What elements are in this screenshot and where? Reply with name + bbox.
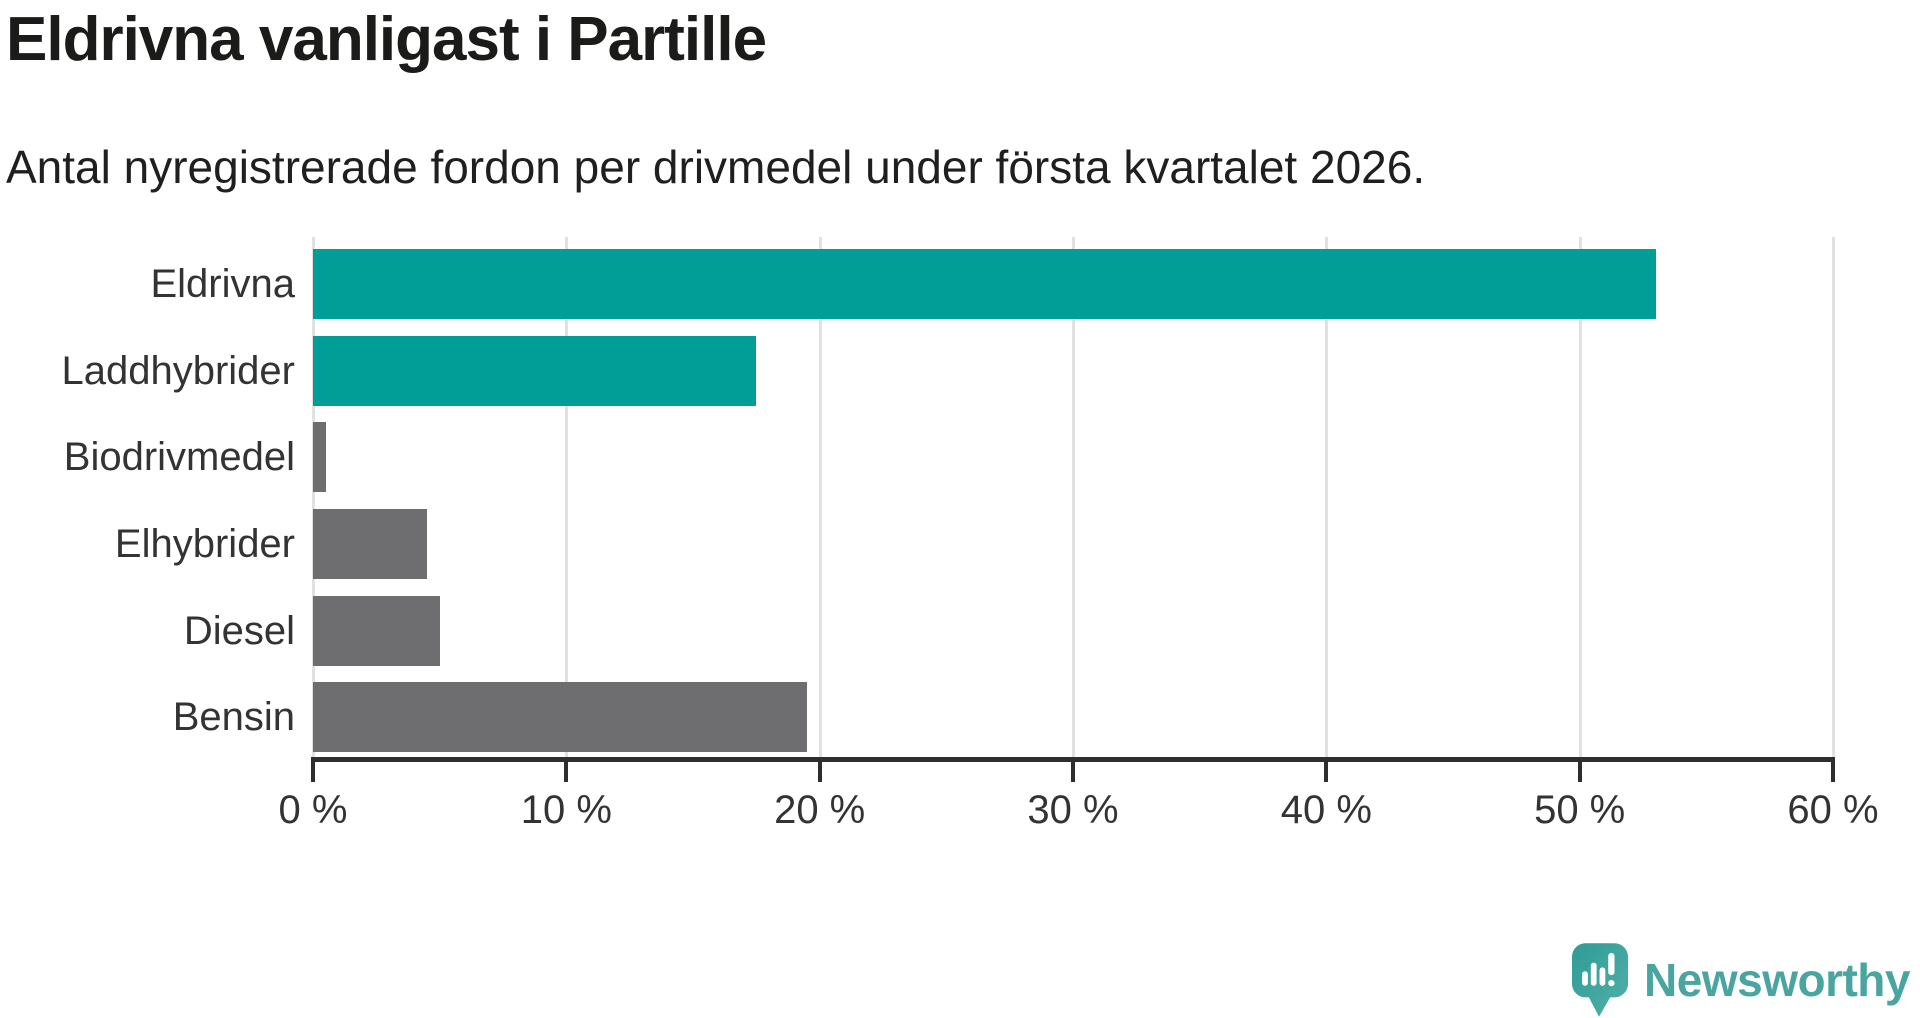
tick-mark — [1071, 762, 1075, 782]
bar-zone — [313, 584, 1833, 671]
newsworthy-logo: Newsworthy — [1571, 942, 1910, 1018]
gridline — [1325, 237, 1329, 757]
plot-gridlines — [312, 237, 1835, 757]
gridline — [1072, 237, 1075, 757]
bar-row: Laddhybrider — [0, 324, 1833, 411]
category-label: Biodrivmedel — [63, 435, 295, 480]
tick-mark — [311, 762, 315, 782]
chart-title: Eldrivna vanligast i Partille — [6, 5, 767, 74]
bar — [313, 422, 326, 493]
tick-mark — [1831, 762, 1835, 782]
bar-zone — [313, 410, 1833, 497]
bar — [313, 595, 440, 666]
bar — [313, 335, 757, 406]
category-label: Diesel — [183, 608, 295, 653]
bar-zone — [313, 670, 1833, 757]
gridline — [312, 237, 315, 757]
x-axis-tick-labels: 0 % 10 % 20 % 30 % 40 % 50 % 60 % — [279, 788, 1879, 838]
tick-label: 30 % — [1027, 788, 1119, 832]
gridline — [565, 237, 569, 757]
bar-row: Bensin — [0, 670, 1833, 757]
category-label: Bensin — [172, 695, 295, 740]
tick-label: 50 % — [1534, 788, 1626, 832]
tick-mark — [564, 762, 569, 782]
tick-label: 20 % — [774, 788, 866, 832]
bar-zone — [313, 324, 1833, 411]
bar-row: Biodrivmedel — [0, 410, 1833, 497]
bar — [313, 508, 427, 579]
tick-mark — [817, 762, 822, 782]
bar-row: Elhybrider — [0, 497, 1833, 584]
category-label: Elhybrider — [114, 521, 295, 566]
bar-row: Diesel — [0, 584, 1833, 671]
tick-label: 60 % — [1787, 788, 1879, 832]
tick-mark — [1577, 762, 1582, 782]
tick-label: 10 % — [520, 788, 612, 832]
x-axis-line — [311, 757, 1835, 762]
newsworthy-speech-bubble-chart-icon — [1572, 943, 1629, 1017]
gridline — [818, 237, 822, 757]
bar — [313, 249, 1656, 319]
newsworthy-logo-text: Newsworthy — [1644, 954, 1910, 1006]
bar-zone — [313, 237, 1833, 324]
tick-label: 0 % — [278, 788, 348, 832]
tick-label: 40 % — [1280, 788, 1372, 832]
category-label: Eldrivna — [150, 262, 295, 306]
bar — [313, 682, 807, 753]
gridline — [1578, 237, 1582, 757]
chart-subtitle: Antal nyregistrerade fordon per drivmede… — [6, 141, 1426, 193]
bar-rows: Eldrivna Laddhybrider Biodrivmedel Elhyb… — [0, 237, 1833, 757]
gridline — [1832, 237, 1835, 757]
category-label: Laddhybrider — [61, 348, 296, 393]
tick-mark — [1324, 762, 1329, 782]
bar-row: Eldrivna — [0, 237, 1833, 324]
x-axis-ticks — [311, 762, 1835, 782]
bar-zone — [313, 497, 1833, 584]
